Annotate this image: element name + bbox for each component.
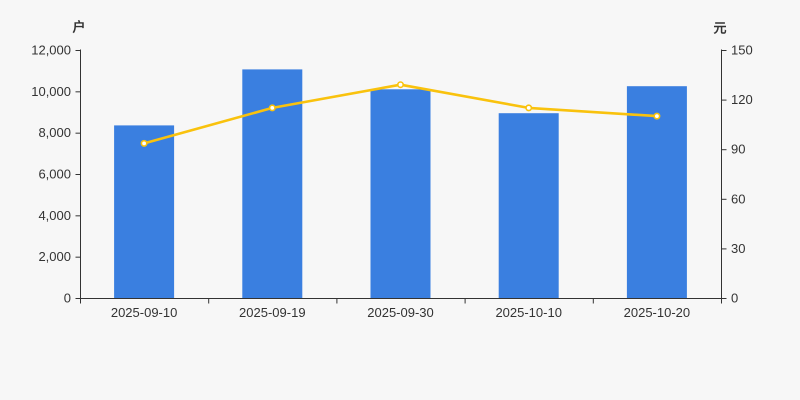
line-point-2025-09-19[interactable] [268,104,276,112]
left-axis-tick-label: 2,000 [38,249,71,264]
left-axis-tick-label: 12,000 [31,43,71,58]
bar-2025-10-20[interactable] [626,86,687,298]
line-point-2025-09-10[interactable] [140,139,148,147]
x-axis-category-label[interactable]: 2025-09-30 [367,305,434,320]
line-point-2025-09-30[interactable] [396,81,404,89]
right-axis-tick-label: 90 [731,142,745,157]
right-axis-tick-label: 120 [731,92,753,107]
bar-2025-10-10[interactable] [498,113,559,298]
left-axis-tick-label: 8,000 [38,125,71,140]
left-axis-title: 户 [72,19,86,35]
right-axis-tick-label: 60 [731,191,745,206]
left-axis-tick-label: 10,000 [31,84,71,99]
line-point-2025-10-20[interactable] [653,112,661,120]
left-axis-tick-label: 6,000 [38,167,71,182]
right-axis-tick-label: 0 [731,291,738,306]
bar-2025-09-30[interactable] [370,89,431,298]
right-axis-title: 元 [713,20,727,36]
x-axis-category-label[interactable]: 2025-10-20 [624,305,691,320]
x-axis-category-label[interactable]: 2025-09-19 [239,305,306,320]
x-axis-category-label[interactable]: 2025-10-10 [495,305,562,320]
right-axis-tick-label: 30 [731,241,745,256]
right-axis-tick-label: 150 [731,43,753,58]
left-axis-tick-label: 4,000 [38,208,71,223]
line-point-2025-10-10[interactable] [525,104,533,112]
x-axis-category-label[interactable]: 2025-09-10 [111,305,178,320]
left-axis-tick-label: 0 [64,291,71,306]
bar-2025-09-10[interactable] [114,125,175,299]
